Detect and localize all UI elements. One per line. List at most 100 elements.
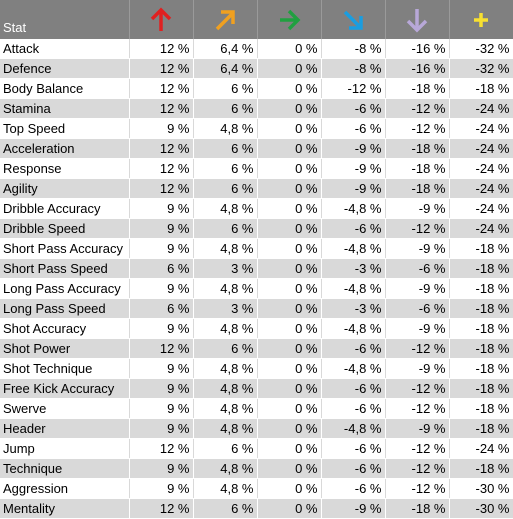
value-cell: -4,8 % [321, 278, 386, 299]
value-cell: -18 % [449, 398, 513, 419]
table-row: Acceleration 12 % 6 % 0 % -9 % -18 % -24 % [0, 138, 513, 159]
down-arrow-icon [406, 8, 428, 32]
value-cell: 0 % [257, 98, 322, 119]
value-cell: -18 % [449, 378, 513, 399]
up-arrow-icon [150, 7, 172, 31]
value-cell: -9 % [321, 158, 386, 179]
value-cell: -3 % [321, 298, 386, 319]
stat-name-cell: Shot Technique [0, 358, 130, 379]
value-cell: 0 % [257, 78, 322, 99]
value-cell: 6 % [129, 258, 194, 279]
table-row: Short Pass Accuracy 9 % 4,8 % 0 % -4,8 % -9 %… [0, 238, 513, 259]
value-cell: -6 % [321, 378, 386, 399]
value-cell: 6 % [129, 298, 194, 319]
value-cell: -9 % [385, 318, 450, 339]
value-cell: -6 % [321, 398, 386, 419]
condition-up-right-header [193, 0, 258, 39]
value-cell: -12 % [385, 398, 450, 419]
value-cell: 12 % [129, 138, 194, 159]
value-cell: 4,8 % [193, 198, 258, 219]
value-cell: -18 % [385, 138, 450, 159]
value-cell: -9 % [321, 138, 386, 159]
value-cell: -4,8 % [321, 358, 386, 379]
stat-name-cell: Agility [0, 178, 130, 199]
value-cell: -30 % [449, 498, 513, 519]
condition-down-header [385, 0, 450, 39]
value-cell: -6 % [321, 438, 386, 459]
value-cell: 4,8 % [193, 378, 258, 399]
value-cell: -6 % [385, 258, 450, 279]
down-right-arrow-icon [343, 10, 363, 30]
value-cell: -9 % [321, 178, 386, 199]
value-cell: -18 % [449, 358, 513, 379]
value-cell: -4,8 % [321, 418, 386, 439]
value-cell: 0 % [257, 238, 322, 259]
value-cell: 0 % [257, 138, 322, 159]
stat-name-cell: Header [0, 418, 130, 439]
value-cell: -18 % [449, 238, 513, 259]
value-cell: 4,8 % [193, 358, 258, 379]
value-cell: 9 % [129, 378, 194, 399]
value-cell: -6 % [321, 218, 386, 239]
value-cell: -32 % [449, 58, 513, 79]
value-cell: 6 % [193, 218, 258, 239]
value-cell: -24 % [449, 178, 513, 199]
value-cell: 0 % [257, 158, 322, 179]
stat-name-cell: Short Pass Accuracy [0, 238, 130, 259]
value-cell: 6 % [193, 158, 258, 179]
table-row: Short Pass Speed 6 % 3 % 0 % -3 % -6 % -18 % [0, 258, 513, 279]
value-cell: 0 % [257, 198, 322, 219]
value-cell: -18 % [449, 258, 513, 279]
table-row: Defence 12 % 6,4 % 0 % -8 % -16 % -32 % [0, 58, 513, 79]
table-row: Mentality 12 % 6 % 0 % -9 % -18 % -30 % [0, 498, 513, 519]
value-cell: -4,8 % [321, 318, 386, 339]
value-cell: -24 % [449, 218, 513, 239]
value-cell: -9 % [385, 358, 450, 379]
table-row: Swerve 9 % 4,8 % 0 % -6 % -12 % -18 % [0, 398, 513, 419]
value-cell: -30 % [449, 478, 513, 499]
value-cell: -18 % [449, 418, 513, 439]
stat-name-cell: Jump [0, 438, 130, 459]
value-cell: -24 % [449, 438, 513, 459]
up-right-arrow-icon [215, 9, 235, 30]
stat-name-cell: Defence [0, 58, 130, 79]
stat-name-cell: Free Kick Accuracy [0, 378, 130, 399]
value-cell: 9 % [129, 318, 194, 339]
value-cell: 4,8 % [193, 238, 258, 259]
value-cell: 0 % [257, 58, 322, 79]
plus-icon [474, 12, 488, 27]
condition-right-header [257, 0, 322, 39]
value-cell: 9 % [129, 398, 194, 419]
value-cell: -18 % [449, 78, 513, 99]
value-cell: 0 % [257, 218, 322, 239]
value-cell: -24 % [449, 198, 513, 219]
value-cell: 9 % [129, 198, 194, 219]
value-cell: 0 % [257, 398, 322, 419]
table-row: Top Speed 9 % 4,8 % 0 % -6 % -12 % -24 % [0, 118, 513, 139]
value-cell: 12 % [129, 39, 194, 59]
value-cell: 6,4 % [193, 39, 258, 59]
value-cell: 4,8 % [193, 418, 258, 439]
table-row: Long Pass Accuracy 9 % 4,8 % 0 % -4,8 % -9 % -… [0, 278, 513, 299]
value-cell: -6 % [321, 478, 386, 499]
stat-name-cell: Short Pass Speed [0, 258, 130, 279]
value-cell: 9 % [129, 278, 194, 299]
value-cell: 3 % [193, 298, 258, 319]
value-cell: 0 % [257, 418, 322, 439]
value-cell: 0 % [257, 358, 322, 379]
value-cell: 12 % [129, 498, 194, 519]
value-cell: -18 % [385, 178, 450, 199]
value-cell: 0 % [257, 458, 322, 479]
value-cell: 12 % [129, 98, 194, 119]
value-cell: -6 % [321, 118, 386, 139]
table-row: Attack 12 % 6,4 % 0 % -8 % -16 % -32 % [0, 39, 513, 59]
value-cell: 0 % [257, 478, 322, 499]
value-cell: 0 % [257, 39, 322, 59]
table-row: Dribble Accuracy 9 % 4,8 % 0 % -4,8 % -9 % -24… [0, 198, 513, 219]
stat-name-cell: Aggression [0, 478, 130, 499]
table-row: Response 12 % 6 % 0 % -9 % -18 % -24 % [0, 158, 513, 179]
table-row: Agility 12 % 6 % 0 % -9 % -18 % -24 % [0, 178, 513, 199]
stat-name-cell: Acceleration [0, 138, 130, 159]
value-cell: 0 % [257, 338, 322, 359]
value-cell: -32 % [449, 39, 513, 59]
